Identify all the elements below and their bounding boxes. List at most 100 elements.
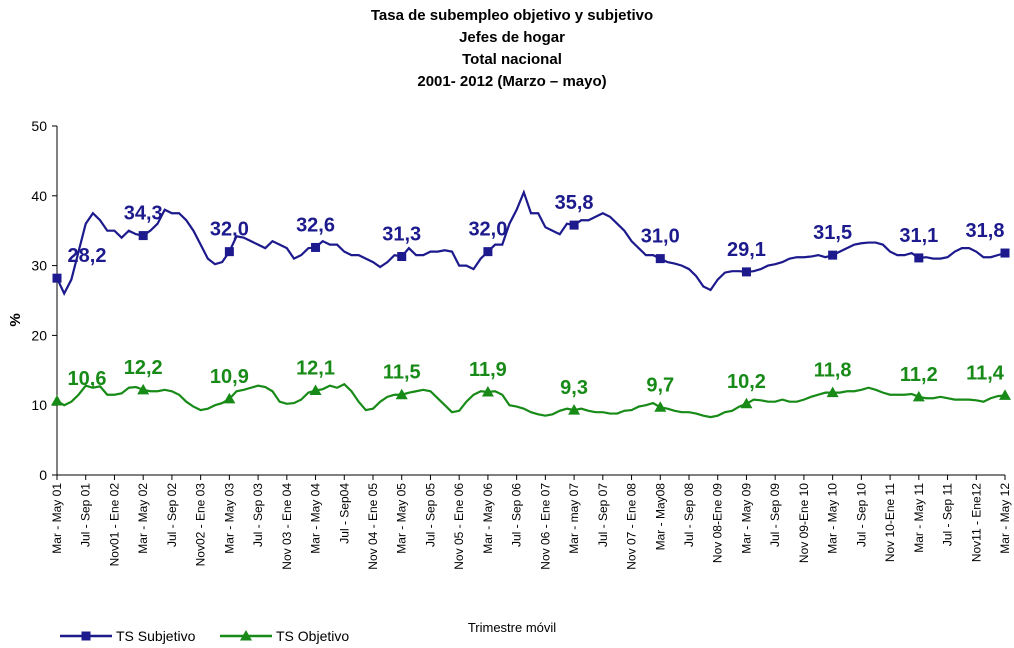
marker [740, 397, 753, 409]
x-tick-label: Nov11 - Ene12 [969, 483, 983, 562]
x-tick-label: Mar - May 12 [998, 483, 1012, 554]
marker [1000, 248, 1010, 258]
line [56, 382, 1006, 419]
data-label: 9,7 [646, 374, 674, 396]
data-label: 11,9 [469, 359, 507, 381]
x-tick-label: Nov 10-Ene 11 [883, 483, 897, 562]
data-label: 31,5 [813, 222, 852, 244]
x-tick-label: Mar - May 04 [309, 483, 323, 554]
data-label: 31,1 [899, 225, 938, 247]
x-tick-label: Jul - Sep 10 [854, 483, 868, 547]
x-tick-label: Nov01 - Ene 02 [107, 483, 121, 567]
y-tick-label: 20 [31, 327, 47, 343]
legend-marker [81, 631, 91, 641]
x-tick-label: Nov 05 - Ene 06 [452, 483, 466, 570]
x-tick-label: Jul - Sep 07 [596, 483, 610, 547]
series: 10,6 12,2 10,9 12,1 11,5 11,9 9,3 9,7 10,2 11,8 11… [51, 357, 1011, 419]
y-tick-label: 10 [31, 397, 47, 413]
marker [912, 390, 925, 402]
legend-marker [240, 630, 252, 641]
marker [311, 242, 321, 252]
x-tick-label: Jul - Sep 09 [768, 483, 782, 547]
x-tick-label: Mar - May 03 [222, 483, 236, 554]
x-tick-label: Nov 08-Ene 09 [711, 483, 725, 563]
marker [483, 247, 493, 257]
x-tick-label: Mar - May 01 [50, 483, 64, 554]
x-tick-label: Jul - Sep 06 [510, 483, 524, 547]
x-tick-label: Mar - may 07 [567, 483, 581, 554]
x-tick-label: Mar - May08 [653, 483, 667, 551]
x-tick-label: Mar - May 02 [136, 483, 150, 554]
x-tick-label: Nov 06 - Ene 07 [538, 483, 552, 570]
x-tick-label: Jul - Sep 03 [251, 483, 265, 547]
data-label: 32,0 [210, 219, 249, 241]
x-tick-label: Nov 07 - Ene 08 [625, 483, 639, 570]
marker [397, 252, 407, 262]
data-label: 10,9 [210, 366, 249, 388]
y-tick-label: 0 [39, 467, 47, 483]
data-label: 31,3 [382, 224, 421, 246]
data-label: 32,6 [296, 214, 335, 236]
marker [655, 254, 665, 264]
marker [914, 253, 924, 263]
data-label: 10,6 [68, 368, 107, 390]
data-label: 28,2 [68, 245, 107, 267]
marker [654, 401, 667, 412]
marker [224, 247, 234, 257]
marker [51, 395, 63, 406]
chart-title: 2001- 2012 (Marzo – mayo) [417, 73, 606, 90]
marker [999, 389, 1011, 400]
x-tick-label: Nov 09-Ene 10 [797, 483, 811, 563]
y-tick-label: 50 [31, 118, 47, 134]
data-label: 11,4 [966, 362, 1005, 384]
x-tick-label: Mar - May 11 [912, 483, 926, 553]
series: 28,2 34,3 32,0 32,6 31,3 32,0 35,8 31,0 29,1 31,5… [52, 189, 1010, 297]
marker [395, 388, 408, 400]
data-label: 10,2 [727, 371, 766, 393]
marker [481, 385, 494, 397]
x-tick-label: Nov 03 - Ene 04 [280, 483, 294, 570]
line [56, 189, 1006, 297]
x-tick-label: Mar - May 06 [481, 483, 495, 554]
marker [568, 404, 581, 415]
data-label: 29,1 [727, 239, 766, 261]
marker [223, 392, 236, 404]
legend-label: TS Subjetivo [116, 628, 196, 644]
chart-title: Tasa de subempleo objetivo y subjetivo [371, 7, 653, 24]
data-label: 31,8 [966, 220, 1005, 242]
marker [741, 267, 751, 277]
x-tick-label: Nov02 - Ene 03 [194, 483, 208, 567]
x-tick-label: Jul - Sep 08 [682, 483, 696, 547]
marker [52, 273, 62, 283]
data-label: 9,3 [560, 377, 588, 399]
legend-label: TS Objetivo [276, 628, 349, 644]
x-tick-label: Jul - Sep 02 [165, 483, 179, 547]
marker [137, 383, 150, 395]
data-label: 35,8 [555, 192, 594, 214]
data-label: 12,1 [296, 358, 335, 380]
x-tick-label: Mar - May 10 [826, 483, 840, 554]
x-tick-label: Jul - Sep 01 [79, 483, 93, 547]
marker [569, 220, 579, 230]
chart-title: Total nacional [462, 51, 562, 68]
data-label: 32,0 [468, 219, 507, 241]
data-label: 11,8 [814, 360, 852, 382]
x-tick-label: Jul - Sep04 [337, 483, 351, 544]
x-tick-label: Mar - May 09 [739, 483, 753, 554]
y-tick-label: 40 [31, 188, 47, 204]
marker [309, 384, 322, 396]
x-tick-label: Nov 04 - Ene 05 [366, 483, 380, 570]
chart-title: Jefes de hogar [459, 29, 565, 46]
marker [826, 386, 839, 398]
x-axis-label: Trimestre móvil [468, 620, 556, 635]
y-tick-label: 30 [31, 258, 47, 274]
marker [138, 231, 148, 241]
data-label: 34,3 [124, 203, 163, 225]
x-tick-label: Jul - Sep 11 [941, 483, 955, 546]
x-tick-label: Mar - May 05 [395, 483, 409, 554]
data-label: 31,0 [641, 226, 680, 248]
data-label: 11,2 [900, 364, 938, 386]
y-axis-label: % [7, 313, 24, 326]
data-label: 11,5 [383, 362, 421, 384]
